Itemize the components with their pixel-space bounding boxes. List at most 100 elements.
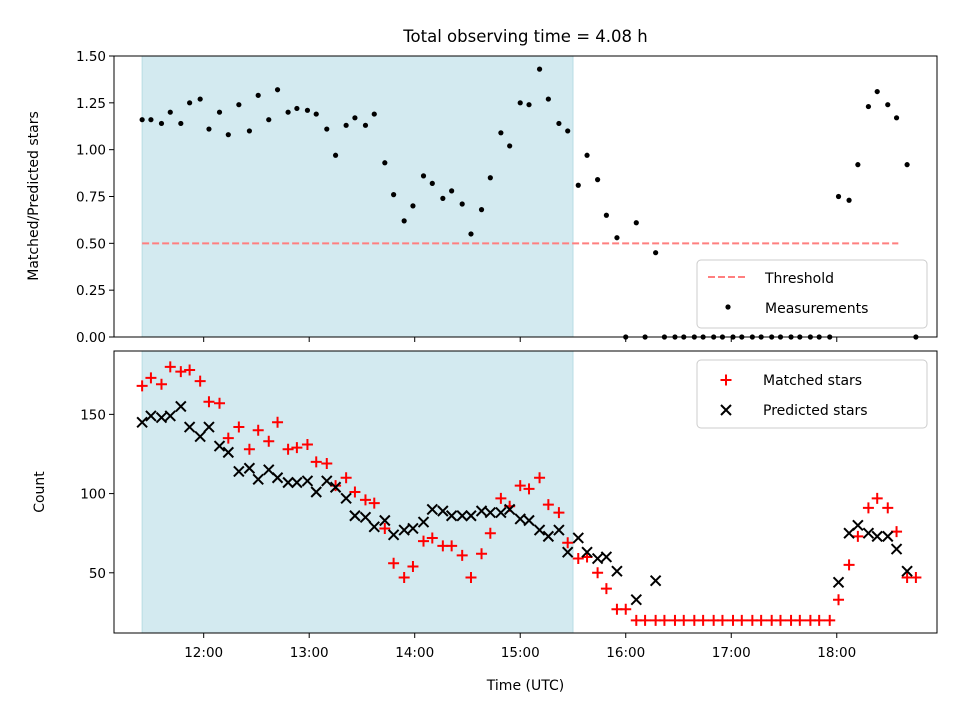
measurement-point <box>487 175 493 181</box>
top-panel: 0.00 0.25 0.50 0.75 1.00 1.25 1.50 Threshold Mea… <box>76 49 938 346</box>
chart-title: Total observing time = 4.08 h <box>402 27 647 46</box>
predicted-star-point <box>183 421 196 433</box>
measurement-point <box>274 87 281 93</box>
predicted-star-point <box>862 527 875 539</box>
matched-star-point <box>697 614 709 626</box>
matched-star-point <box>484 527 496 539</box>
matched-star-point <box>852 530 864 542</box>
matched-star-point <box>562 537 574 549</box>
bottom-axes-frame <box>113 350 938 634</box>
matched-star-point <box>843 559 855 571</box>
predicted-star-point <box>572 532 584 544</box>
measurement-point <box>855 162 861 168</box>
measurement-point <box>294 105 300 112</box>
predicted-star-point <box>136 416 148 428</box>
predicted-star-point <box>456 510 468 522</box>
matched-star-point <box>592 567 604 579</box>
predicted-star-point <box>175 400 187 413</box>
predicted-star-point <box>503 503 516 516</box>
measurement-point <box>865 103 872 110</box>
measurement-point <box>885 102 891 108</box>
matched-star-point <box>794 614 806 626</box>
measurement-point <box>498 130 504 136</box>
predicted-star-point <box>437 505 449 517</box>
measurement-point <box>139 117 145 123</box>
matched-star-point <box>349 486 361 498</box>
measurement-point <box>420 173 427 179</box>
measurement-point <box>148 117 154 123</box>
predicted-star-point <box>600 551 613 563</box>
predicted-star-point <box>233 465 245 478</box>
predicted-star-point <box>222 446 235 459</box>
predicted-star-point <box>194 430 206 443</box>
bottom-x-tick-label: 14:00 <box>395 645 434 661</box>
measurement-point <box>410 203 416 209</box>
bottom-x-tick-label: 16:00 <box>606 645 645 661</box>
matched-star-point <box>164 361 176 373</box>
predicted-star-point <box>542 530 555 543</box>
measurement-point <box>846 197 852 203</box>
matched-star-point <box>359 494 371 506</box>
predicted-star-point <box>301 475 314 487</box>
measurement-point <box>158 120 165 127</box>
top-y-tick-label: 0.00 <box>76 330 106 346</box>
bottom-legend-box <box>696 359 928 429</box>
measurement-point <box>255 92 261 98</box>
matched-star-point <box>426 532 438 544</box>
measurement-point <box>167 109 173 115</box>
predicted-star-point <box>263 464 275 476</box>
predicted-star-point <box>203 421 215 433</box>
predicted-star-point <box>561 546 574 558</box>
predicted-star-point <box>252 473 264 486</box>
matched-star-point <box>465 572 477 584</box>
matched-star-point <box>495 492 507 504</box>
predicted-star-point <box>484 506 497 519</box>
measurement-point <box>478 207 485 213</box>
predicted-star-point <box>591 552 604 565</box>
matched-star-point <box>321 457 333 469</box>
top-legend-box <box>696 259 928 329</box>
predicted-star-point <box>407 522 419 535</box>
predicted-star-point <box>533 524 546 536</box>
bottom-x-tick-label: 12:00 <box>184 645 223 661</box>
predicted-star-point <box>329 481 342 493</box>
matched-star-point <box>553 507 565 519</box>
matched-star-point <box>263 435 275 447</box>
measurement-point <box>835 193 842 200</box>
top-y-tick-label: 1.50 <box>76 49 106 65</box>
predicted-star-point <box>398 524 410 536</box>
measurement-point <box>633 220 639 226</box>
matched-star-point <box>736 614 748 626</box>
predicted-star-point <box>387 529 400 541</box>
predicted-star-point <box>852 519 864 531</box>
top-y-tick-label: 1.25 <box>76 96 106 112</box>
matched-star-point <box>136 380 148 392</box>
measurement-point <box>371 111 377 117</box>
top-axes-frame <box>113 55 938 338</box>
top-y-tick-label: 0.75 <box>76 190 106 206</box>
measurement-point <box>874 88 880 95</box>
predicted-star-point <box>630 594 642 606</box>
matched-star-point <box>824 614 836 626</box>
predicted-star-point <box>213 440 226 452</box>
matched-star-point <box>203 396 215 408</box>
matched-star-point <box>871 492 883 504</box>
matched-star-point <box>252 424 264 436</box>
top-y-axis-label: Matched/Predicted stars <box>26 111 42 281</box>
predicted-star-point <box>611 565 623 577</box>
matched-star-point <box>145 372 157 384</box>
matched-star-point <box>456 549 468 561</box>
measurement-point <box>332 152 339 158</box>
predicted-star-point <box>901 565 913 577</box>
matched-star-point <box>301 438 313 450</box>
predicted-star-point <box>465 510 477 522</box>
bottom-y-tick-label: 150 <box>80 407 106 423</box>
matched-star-point <box>194 375 206 387</box>
measurement-point <box>584 152 590 158</box>
measurement-point <box>526 102 532 108</box>
predicted-star-point <box>832 576 845 589</box>
predicted-star-point <box>271 472 284 484</box>
measurement-point <box>556 120 562 127</box>
measurement-point <box>440 195 446 201</box>
measurement-point <box>187 100 193 106</box>
